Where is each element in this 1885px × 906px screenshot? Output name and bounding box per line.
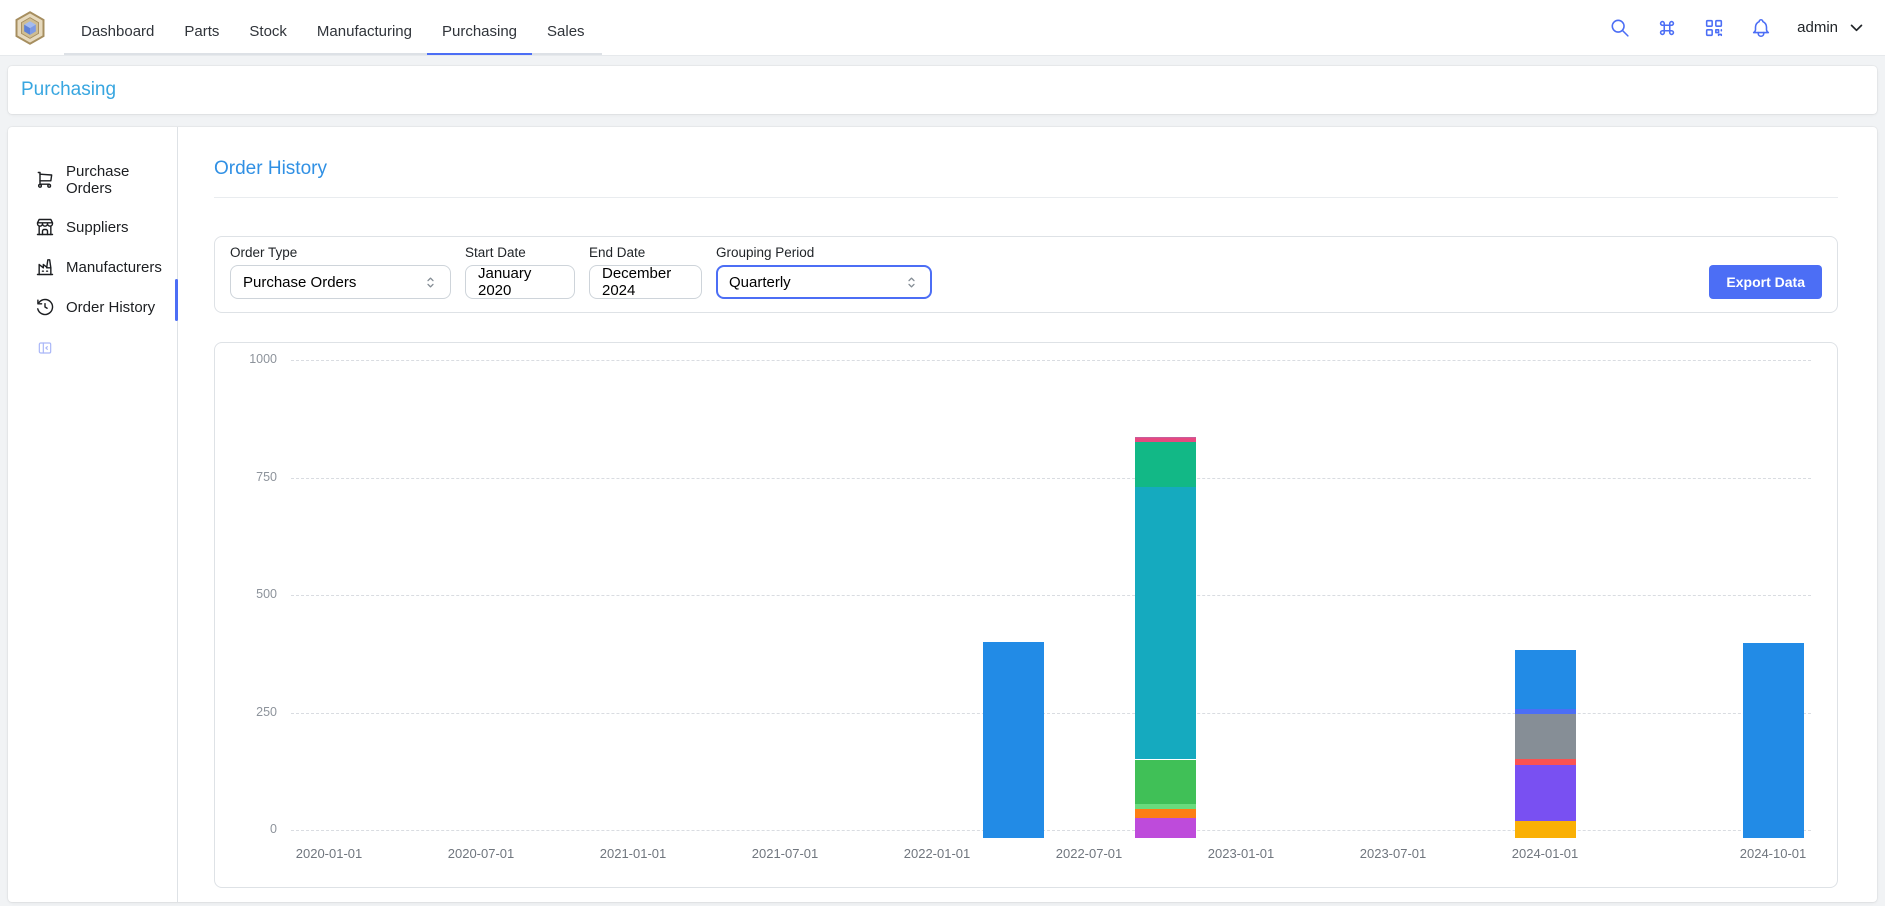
chart-bar-2024-01-01-segment[interactable] xyxy=(1514,765,1576,821)
search-icon[interactable] xyxy=(1609,17,1631,39)
selector-updown-icon xyxy=(904,275,919,290)
end-date-field: End Date December 2024 xyxy=(589,245,702,299)
y-gridline-0 xyxy=(291,830,1811,831)
chart-bar-2022-10-01-segment[interactable] xyxy=(1134,808,1196,819)
building-store-icon xyxy=(35,217,55,237)
purchasing-panel: Purchase Orders Suppliers Manufacturer xyxy=(8,127,1877,902)
y-axis-tick-750: 750 xyxy=(256,469,277,484)
start-date-input[interactable]: January 2020 xyxy=(465,265,575,299)
user-name: admin xyxy=(1797,19,1838,36)
sidebar-item-label: Manufacturers xyxy=(66,258,162,276)
purchasing-sidebar: Purchase Orders Suppliers Manufacturer xyxy=(8,127,177,902)
sidebar-active-indicator xyxy=(175,279,178,321)
x-axis-tick: 2022-07-01 xyxy=(1055,846,1123,861)
sidebar-item-label: Order History xyxy=(66,298,156,316)
tab-purchasing[interactable]: Purchasing xyxy=(426,9,533,55)
end-date-input[interactable]: December 2024 xyxy=(589,265,702,299)
x-axis-tick: 2021-01-01 xyxy=(599,846,667,861)
chart-bar-2024-10-01-segment[interactable] xyxy=(1742,642,1804,838)
x-axis-tick: 2021-07-01 xyxy=(751,846,819,861)
order-type-select[interactable]: Purchase Orders xyxy=(230,265,451,299)
export-data-button[interactable]: Export Data xyxy=(1709,265,1822,299)
nav-actions: admin xyxy=(1609,17,1865,39)
tab-manufacturing[interactable]: Manufacturing xyxy=(316,22,412,40)
chart-bar-2022-04-01-segment[interactable] xyxy=(982,642,1044,838)
sidebar-item-manufacturers[interactable]: Manufacturers xyxy=(8,247,177,287)
x-axis-tick: 2022-01-01 xyxy=(903,846,971,861)
chevron-down-icon xyxy=(1848,19,1865,36)
title-divider xyxy=(214,197,1838,198)
main-tabs: Dashboard Parts Stock Manufacturing Purc… xyxy=(64,9,602,55)
y-gridline-500 xyxy=(291,595,1811,596)
breadcrumb-purchasing[interactable]: Purchasing xyxy=(21,79,117,100)
page-title: Order History xyxy=(214,158,327,179)
grouping-period-label: Grouping Period xyxy=(716,245,815,260)
sidebar-item-order-history[interactable]: Order History xyxy=(8,287,177,327)
x-axis-tick: 2020-07-01 xyxy=(447,846,515,861)
building-factory-icon xyxy=(35,257,55,277)
breadcrumb-bar: Purchasing xyxy=(8,66,1877,114)
qr-scan-icon[interactable] xyxy=(1703,17,1725,39)
sidebar-item-suppliers[interactable]: Suppliers xyxy=(8,207,177,247)
y-gridline-1000 xyxy=(291,360,1811,361)
chart-bar-2024-01-01-segment[interactable] xyxy=(1514,759,1576,766)
chart-bar-2022-10-01-segment[interactable] xyxy=(1134,486,1196,760)
app-logo-icon[interactable] xyxy=(12,10,48,46)
sidebar-item-purchase-orders[interactable]: Purchase Orders xyxy=(8,153,177,207)
x-axis-tick: 2020-01-01 xyxy=(295,846,363,861)
chart-bar-2022-10-01-segment[interactable] xyxy=(1134,818,1196,838)
start-date-field: Start Date January 2020 xyxy=(465,245,575,299)
x-axis-tick: 2024-10-01 xyxy=(1739,846,1807,861)
y-axis-tick-250: 250 xyxy=(256,704,277,719)
grouping-period-select[interactable]: Quarterly xyxy=(716,265,932,299)
y-axis-tick-0: 0 xyxy=(270,822,277,836)
order-type-field: Order Type Purchase Orders xyxy=(230,245,451,299)
chart-bar-2024-01-01-segment[interactable] xyxy=(1514,650,1576,709)
end-date-label: End Date xyxy=(589,245,646,260)
order-type-value: Purchase Orders xyxy=(243,273,357,291)
y-axis-tick-1000: 1000 xyxy=(249,352,277,366)
sidebar-divider xyxy=(175,127,178,902)
tab-stock[interactable]: Stock xyxy=(249,22,287,40)
top-navigation: Dashboard Parts Stock Manufacturing Purc… xyxy=(0,0,1885,56)
x-axis-tick: 2023-01-01 xyxy=(1207,846,1275,861)
end-date-value: December 2024 xyxy=(602,265,672,299)
tab-sales[interactable]: Sales xyxy=(547,22,585,40)
x-axis-tick: 2023-07-01 xyxy=(1359,846,1427,861)
y-axis-tick-500: 500 xyxy=(256,587,277,601)
grouping-period-field: Grouping Period Quarterly xyxy=(716,245,932,299)
shopping-cart-icon xyxy=(35,170,55,190)
start-date-label: Start Date xyxy=(465,245,526,260)
chart-bar-2024-01-01-segment[interactable] xyxy=(1514,708,1576,714)
command-spotlight-icon[interactable] xyxy=(1656,17,1678,39)
chart-bar-2022-10-01-segment[interactable] xyxy=(1134,442,1196,487)
chart-bar-2022-10-01-segment[interactable] xyxy=(1134,804,1196,809)
chart-bar-2024-01-01-segment[interactable] xyxy=(1514,713,1576,760)
y-gridline-250 xyxy=(291,712,1811,714)
order-history-chart: 0 250 500 750 1000 2020-01-01 2020-07-01 2021-0… xyxy=(214,342,1838,888)
user-menu[interactable]: admin xyxy=(1797,19,1865,36)
chart-bar-2022-10-01-segment[interactable] xyxy=(1134,436,1196,439)
selector-updown-icon xyxy=(423,275,438,290)
x-axis-tick: 2024-01-01 xyxy=(1511,846,1579,861)
chart-bar-2022-10-01-segment[interactable] xyxy=(1134,759,1196,805)
order-history-content: Order History Order Type Purchase Orders… xyxy=(178,127,1877,902)
history-icon xyxy=(35,297,55,317)
chart-bar-2024-01-01-segment[interactable] xyxy=(1514,820,1576,838)
notifications-bell-icon[interactable] xyxy=(1750,17,1772,39)
y-gridline-750 xyxy=(291,477,1811,479)
tab-dashboard[interactable]: Dashboard xyxy=(81,22,155,40)
filter-toolbar: Order Type Purchase Orders Start Date Ja… xyxy=(214,236,1838,313)
sidebar-item-label: Purchase Orders xyxy=(66,163,130,197)
start-date-value: January 2020 xyxy=(478,265,532,299)
tab-parts[interactable]: Parts xyxy=(184,22,220,40)
order-type-label: Order Type xyxy=(230,245,298,260)
sidebar-item-label: Suppliers xyxy=(66,218,129,236)
chart-bar-2022-10-01-segment[interactable] xyxy=(1134,438,1196,443)
grouping-period-value: Quarterly xyxy=(729,273,791,291)
collapse-sidebar-icon[interactable] xyxy=(37,340,53,356)
